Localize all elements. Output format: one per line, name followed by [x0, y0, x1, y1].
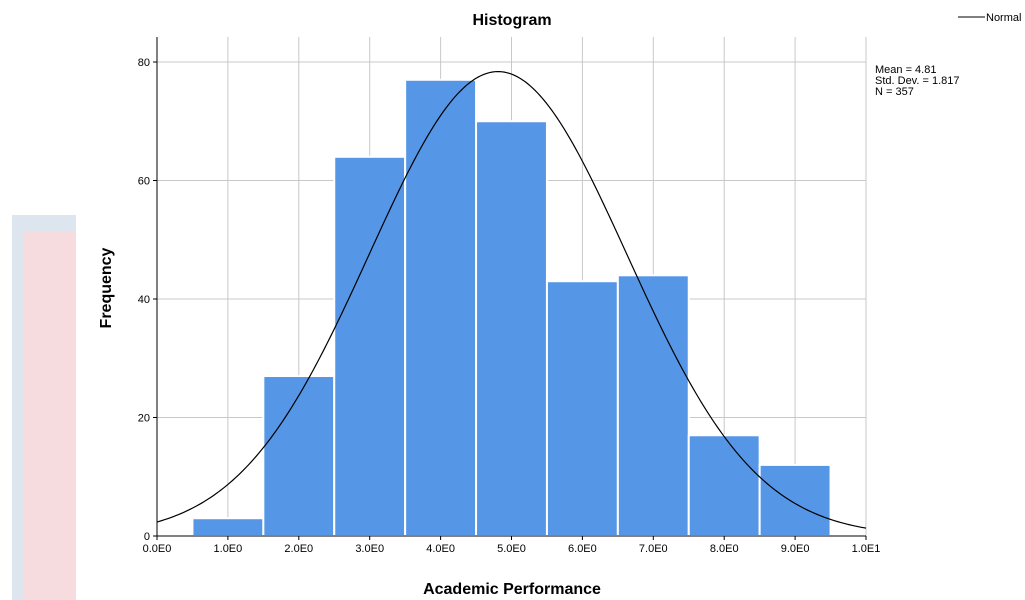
histogram-bar	[191, 517, 265, 537]
x-tick-label: 7.0E0	[639, 543, 668, 555]
histogram-bar	[475, 120, 548, 537]
x-tick-label: 4.0E0	[426, 543, 455, 555]
x-tick-label: 3.0E0	[355, 543, 384, 555]
x-tick-label: 0.0E0	[143, 543, 172, 555]
normal-curve-line	[156, 70, 867, 529]
histogram-bar	[333, 155, 407, 538]
histogram-bar	[616, 274, 690, 537]
curve-layer	[156, 70, 867, 529]
y-tick-label: 60	[138, 176, 150, 188]
y-tick-label: 20	[138, 413, 150, 425]
x-tick-label: 2.0E0	[284, 543, 313, 555]
stats-std-dev: Std. Dev. = 1.817	[875, 75, 960, 87]
y-tick-label: 40	[138, 294, 150, 306]
background-panel-inner	[24, 232, 76, 600]
ticks-layer: 0.0E0 1.0E0 2.0E0 3.0E0 4.0E0 5.0E0 6.0E0 7.0E0…	[138, 57, 881, 555]
x-tick-label: 8.0E0	[710, 543, 739, 555]
x-tick-label: 6.0E0	[568, 543, 597, 555]
chart-title: Histogram	[472, 12, 551, 29]
histogram-bar	[758, 463, 832, 537]
stats-mean: Mean = 4.81	[875, 64, 936, 76]
histogram-bar	[545, 280, 619, 537]
y-tick-label: 0	[144, 531, 150, 543]
histogram-bar	[404, 78, 478, 538]
histogram-bar	[687, 434, 761, 537]
x-tick-label: 5.0E0	[497, 543, 526, 555]
x-tick-label: 1.0E0	[214, 543, 243, 555]
y-tick-label: 80	[138, 57, 150, 69]
y-axis-title: Frequency	[98, 247, 115, 328]
legend: Normal	[958, 12, 1021, 24]
legend-label: Normal	[986, 12, 1021, 24]
histogram-bar	[262, 375, 336, 537]
x-tick-label: 1.0E1	[852, 543, 881, 555]
x-axis-title: Academic Performance	[423, 581, 601, 598]
stats-box: Mean = 4.81 Std. Dev. = 1.817 N = 357	[875, 64, 960, 98]
x-tick-label: 9.0E0	[781, 543, 810, 555]
stats-n: N = 357	[875, 86, 914, 98]
